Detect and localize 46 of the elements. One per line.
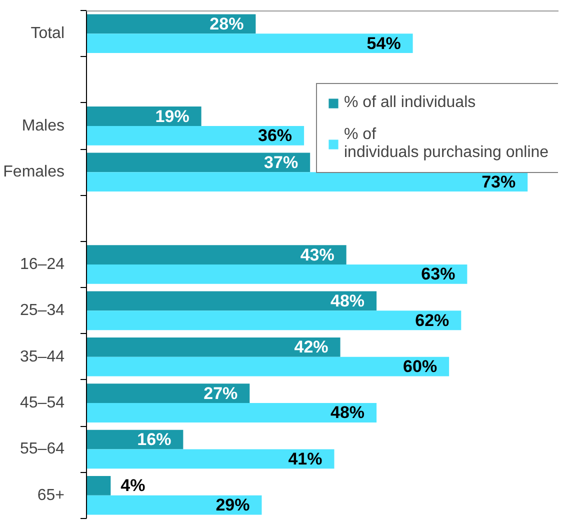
y-tick-label: 55–64 (20, 440, 65, 458)
data-label: 43% (300, 245, 334, 264)
bar (86, 126, 304, 146)
bar (86, 476, 111, 496)
data-label: 48% (330, 291, 365, 310)
data-label: 62% (415, 310, 450, 330)
data-label: 48% (330, 403, 365, 422)
data-label: 36% (258, 126, 292, 146)
bar (86, 264, 468, 284)
data-label: 16% (137, 430, 172, 450)
y-tick-label: 16–24 (20, 256, 65, 273)
bar (86, 403, 377, 422)
y-tick-label: 65+ (37, 486, 64, 504)
data-label: 54% (366, 34, 401, 53)
y-tick-label: Females (3, 164, 65, 181)
bar (86, 356, 450, 376)
bar (86, 106, 202, 126)
bar (86, 337, 340, 357)
bar (86, 449, 334, 469)
data-label: 28% (210, 14, 244, 34)
data-label: 60% (403, 357, 438, 376)
bar (86, 291, 377, 311)
data-label: 73% (482, 172, 516, 192)
bar (86, 495, 262, 515)
bar (86, 310, 462, 330)
data-label: 27% (204, 384, 238, 403)
y-tick-label: Total (30, 25, 64, 42)
data-label: 41% (288, 449, 322, 468)
bar (86, 14, 256, 34)
y-tick-label: 25–34 (20, 302, 65, 320)
data-label: 19% (155, 106, 190, 126)
bar (86, 172, 528, 192)
bar (86, 152, 310, 172)
data-label: 29% (216, 496, 250, 515)
legend-label: % of all individuals (344, 94, 476, 112)
data-label: 42% (294, 338, 328, 357)
legend-label: % of individuals purchasing online (344, 126, 549, 162)
data-label: 4% (120, 476, 146, 496)
bar (86, 384, 250, 404)
y-tick-label: 35–44 (20, 348, 65, 366)
bar (86, 245, 346, 264)
bar (86, 34, 413, 53)
y-tick-label: 45–54 (20, 394, 65, 412)
data-label: 37% (264, 152, 298, 172)
y-tick-label: Males (22, 117, 65, 134)
data-label: 63% (421, 264, 456, 284)
